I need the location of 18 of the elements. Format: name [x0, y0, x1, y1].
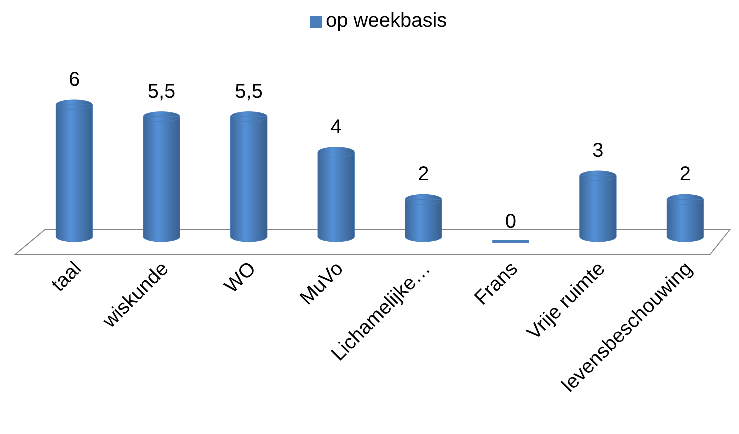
legend-label: op weekbasis	[326, 10, 448, 32]
data-label: 6	[68, 69, 80, 91]
x-tick-label: taal	[48, 258, 86, 296]
bar	[143, 112, 180, 242]
bar	[580, 170, 617, 242]
data-label: 3	[592, 140, 604, 162]
bar	[666, 194, 704, 242]
data-label: 2	[418, 164, 430, 186]
data-label: 5,5	[235, 80, 263, 103]
x-tick-label: WO	[220, 258, 261, 298]
bar	[318, 147, 355, 242]
bar	[405, 194, 442, 242]
data-label: 4	[330, 116, 342, 138]
data-label: 0	[505, 211, 516, 233]
bar	[230, 112, 268, 242]
bar	[56, 100, 94, 242]
data-label: 5,5	[148, 80, 176, 103]
data-label: 2	[680, 164, 692, 186]
